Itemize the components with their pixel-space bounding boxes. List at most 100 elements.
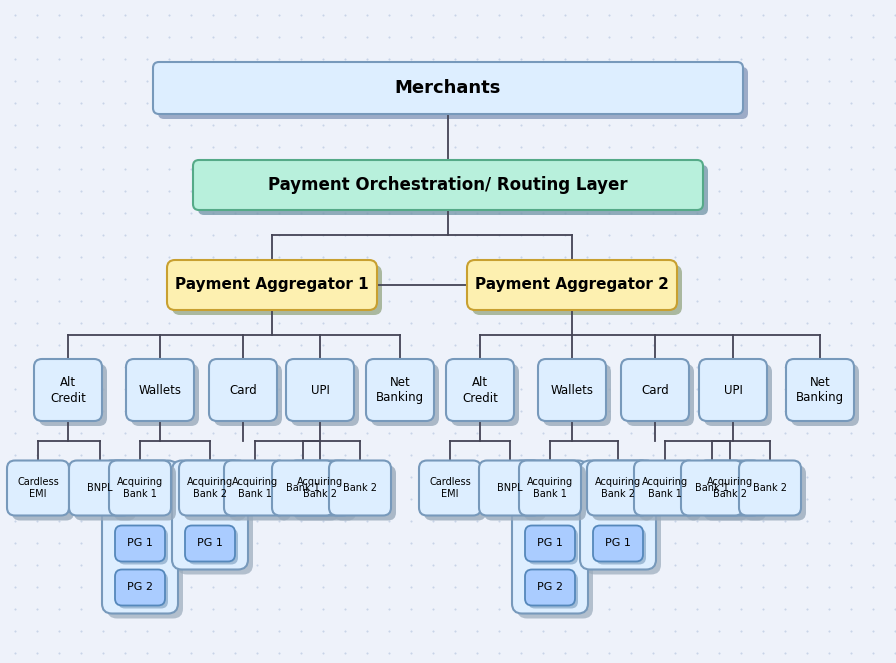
Text: Alt
Credit: Alt Credit [462,375,498,404]
FancyBboxPatch shape [272,461,334,516]
FancyBboxPatch shape [517,465,593,619]
FancyBboxPatch shape [118,528,168,564]
Text: Acquiring
Bank 2: Acquiring Bank 2 [707,477,753,499]
Text: PG 2: PG 2 [537,583,563,593]
FancyBboxPatch shape [593,526,643,562]
Text: BNPL: BNPL [497,483,522,493]
FancyBboxPatch shape [107,465,183,619]
FancyBboxPatch shape [74,465,136,520]
Text: Bank 1: Bank 1 [286,483,320,493]
FancyBboxPatch shape [626,364,694,426]
Text: Bank 2: Bank 2 [343,483,377,493]
FancyBboxPatch shape [39,364,107,426]
FancyBboxPatch shape [158,67,748,119]
Text: Acquiring
Bank 1: Acquiring Bank 1 [117,477,163,499]
Text: Card: Card [229,383,257,396]
FancyBboxPatch shape [294,465,356,520]
FancyBboxPatch shape [479,461,541,516]
FancyBboxPatch shape [34,359,102,421]
FancyBboxPatch shape [177,465,253,575]
FancyBboxPatch shape [214,364,282,426]
FancyBboxPatch shape [188,528,238,564]
Text: Net
Banking: Net Banking [796,375,844,404]
FancyBboxPatch shape [172,265,382,315]
FancyBboxPatch shape [289,461,351,516]
FancyBboxPatch shape [538,359,606,421]
Text: Acquiring
Bank 1: Acquiring Bank 1 [232,477,278,499]
FancyBboxPatch shape [786,359,854,421]
Text: Cardless
EMI: Cardless EMI [17,477,59,499]
FancyBboxPatch shape [179,461,241,516]
Text: Net
Banking: Net Banking [376,375,424,404]
Text: PG 1: PG 1 [537,538,563,548]
FancyBboxPatch shape [446,359,514,421]
Text: Payment Orchestration/ Routing Layer: Payment Orchestration/ Routing Layer [268,176,628,194]
FancyBboxPatch shape [592,465,654,520]
FancyBboxPatch shape [115,526,165,562]
FancyBboxPatch shape [153,62,743,114]
Text: Payment Aggregator 1: Payment Aggregator 1 [176,278,369,292]
FancyBboxPatch shape [102,461,178,613]
FancyBboxPatch shape [528,528,578,564]
FancyBboxPatch shape [681,461,743,516]
FancyBboxPatch shape [185,526,235,562]
Text: PG 2: PG 2 [127,583,153,593]
FancyBboxPatch shape [739,461,801,516]
Text: Merchants: Merchants [395,79,501,97]
Text: UPI: UPI [724,383,743,396]
FancyBboxPatch shape [172,461,248,570]
Text: PG 1: PG 1 [197,538,223,548]
Text: BNPL: BNPL [87,483,113,493]
FancyBboxPatch shape [699,359,767,421]
FancyBboxPatch shape [699,461,761,516]
FancyBboxPatch shape [704,465,766,520]
FancyBboxPatch shape [543,364,611,426]
FancyBboxPatch shape [621,359,689,421]
FancyBboxPatch shape [286,359,354,421]
FancyBboxPatch shape [114,465,176,520]
FancyBboxPatch shape [109,461,171,516]
FancyBboxPatch shape [126,359,194,421]
Text: PG 1: PG 1 [127,538,153,548]
Text: Bank 2: Bank 2 [753,483,787,493]
FancyBboxPatch shape [484,465,546,520]
FancyBboxPatch shape [118,572,168,609]
FancyBboxPatch shape [704,364,772,426]
FancyBboxPatch shape [69,461,131,516]
Text: Acquiring
Bank 2: Acquiring Bank 2 [187,477,233,499]
FancyBboxPatch shape [524,465,586,520]
FancyBboxPatch shape [329,461,391,516]
Text: Bank 1: Bank 1 [695,483,729,493]
FancyBboxPatch shape [131,364,199,426]
FancyBboxPatch shape [587,461,649,516]
FancyBboxPatch shape [224,461,286,516]
FancyBboxPatch shape [686,465,748,520]
FancyBboxPatch shape [198,165,708,215]
Text: Acquiring
Bank 1: Acquiring Bank 1 [642,477,688,499]
FancyBboxPatch shape [209,359,277,421]
FancyBboxPatch shape [12,465,74,520]
Text: Acquiring
Bank 1: Acquiring Bank 1 [527,477,573,499]
FancyBboxPatch shape [512,461,588,613]
Text: Acquiring
Bank 2: Acquiring Bank 2 [297,477,343,499]
FancyBboxPatch shape [525,570,575,605]
FancyBboxPatch shape [596,528,646,564]
FancyBboxPatch shape [528,572,578,609]
FancyBboxPatch shape [525,526,575,562]
FancyBboxPatch shape [115,570,165,605]
FancyBboxPatch shape [585,465,661,575]
FancyBboxPatch shape [472,265,682,315]
FancyBboxPatch shape [424,465,486,520]
Text: Alt
Credit: Alt Credit [50,375,86,404]
FancyBboxPatch shape [334,465,396,520]
FancyBboxPatch shape [371,364,439,426]
FancyBboxPatch shape [7,461,69,516]
FancyBboxPatch shape [167,260,377,310]
FancyBboxPatch shape [634,461,696,516]
FancyBboxPatch shape [277,465,339,520]
FancyBboxPatch shape [744,465,806,520]
Text: Acquiring
Bank 2: Acquiring Bank 2 [595,477,641,499]
Text: Payment Aggregator 2: Payment Aggregator 2 [475,278,669,292]
FancyBboxPatch shape [419,461,481,516]
Text: Wallets: Wallets [550,383,593,396]
